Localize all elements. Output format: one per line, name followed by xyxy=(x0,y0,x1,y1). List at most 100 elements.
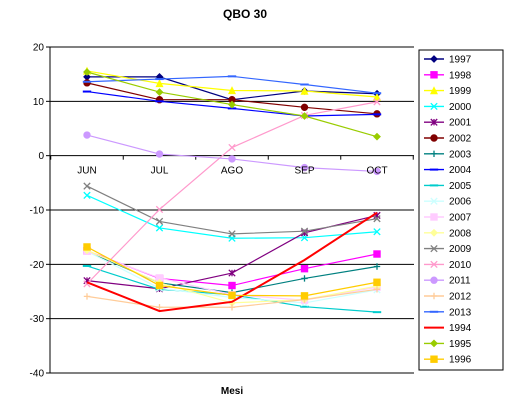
legend-item: 2013 xyxy=(424,307,472,318)
legend-box xyxy=(418,49,504,371)
data-point xyxy=(228,155,236,163)
x-tick-labels: JUN JUL AGO SEP OCT xyxy=(77,166,387,177)
series-lines xyxy=(82,66,382,314)
legend-item: 1999 xyxy=(424,86,472,97)
legend-marker xyxy=(430,339,438,348)
y-tick-label: 0 xyxy=(38,151,44,162)
legend-item: 1994 xyxy=(424,323,472,334)
legend-label: 2002 xyxy=(449,134,472,145)
legend-marker xyxy=(430,118,438,126)
legend-item: 2001 xyxy=(424,118,472,129)
data-point xyxy=(373,132,381,141)
data-point xyxy=(228,230,236,238)
data-point xyxy=(83,68,91,76)
legend: 1997 1998 1999 2000 2001 2002 2003 2004 2005 2006… xyxy=(418,49,504,371)
data-point xyxy=(300,163,309,172)
legend-marker xyxy=(430,150,438,157)
data-point xyxy=(155,150,164,158)
data-point xyxy=(83,191,91,199)
x-axis-label: Mesi xyxy=(221,386,243,397)
x-tick-label: AGO xyxy=(221,166,243,177)
data-point xyxy=(83,280,91,288)
legend-item: 2011 xyxy=(424,276,471,287)
legend-marker xyxy=(430,134,438,142)
legend-marker xyxy=(430,260,438,269)
series-1994 xyxy=(86,211,378,313)
legend-item: 2012 xyxy=(424,292,472,303)
data-point xyxy=(373,228,381,236)
legend-label: 1999 xyxy=(449,86,472,97)
series-2013 xyxy=(82,75,382,95)
series-2012 xyxy=(83,286,381,311)
legend-label: 2011 xyxy=(449,276,471,287)
series-line xyxy=(86,101,378,285)
legend-item: 2008 xyxy=(424,228,472,239)
legend-marker xyxy=(430,276,438,284)
legend-item: 2000 xyxy=(424,102,472,113)
legend-marker xyxy=(430,71,438,79)
x-tick-label: OCT xyxy=(366,166,387,177)
data-point xyxy=(228,291,236,300)
data-point xyxy=(83,182,91,190)
legend-label: 2005 xyxy=(449,181,472,192)
data-point xyxy=(300,112,309,120)
legend-label: 1996 xyxy=(449,355,472,366)
data-point xyxy=(227,86,237,95)
data-point xyxy=(155,224,164,232)
series-2009 xyxy=(83,182,381,238)
legend-item: 1997 xyxy=(424,55,472,66)
y-tick-label: 10 xyxy=(33,97,45,108)
data-point xyxy=(300,292,309,300)
data-point xyxy=(155,88,164,97)
legend-label: 2010 xyxy=(449,260,472,271)
data-point xyxy=(300,103,309,112)
data-point xyxy=(228,143,236,152)
series-1995 xyxy=(83,68,381,141)
data-point xyxy=(228,100,236,109)
data-point xyxy=(228,269,236,277)
legend-item: 2002 xyxy=(424,134,472,145)
legend-item: 2007 xyxy=(424,213,472,224)
legend-label: 2008 xyxy=(449,228,472,239)
legend-label: 2006 xyxy=(449,197,472,208)
legend-item: 2010 xyxy=(424,260,472,271)
legend-item: 1996 xyxy=(424,355,472,366)
data-point xyxy=(156,304,163,311)
data-point xyxy=(373,278,381,286)
series-1996 xyxy=(83,243,381,300)
legend-marker xyxy=(430,55,438,63)
data-point xyxy=(228,281,236,290)
legend-marker xyxy=(430,197,438,205)
y-tick-label: 20 xyxy=(33,43,45,54)
legend-label: 2007 xyxy=(449,213,472,224)
x-tick-label: SEP xyxy=(294,166,314,177)
series-2011 xyxy=(83,131,381,176)
legend-marker xyxy=(430,213,438,221)
legend-marker xyxy=(430,244,438,253)
legend-marker xyxy=(430,102,438,111)
data-point xyxy=(373,215,381,223)
data-point xyxy=(83,293,91,300)
legend-item: 2003 xyxy=(424,149,472,160)
legend-label: 1997 xyxy=(449,55,472,66)
legend-marker xyxy=(430,355,438,363)
data-point xyxy=(300,227,309,235)
legend-label: 2003 xyxy=(449,149,472,160)
data-point xyxy=(155,217,164,226)
data-point xyxy=(83,131,91,139)
legend-marker xyxy=(430,292,438,300)
data-point xyxy=(155,79,164,88)
series-2002 xyxy=(83,79,381,118)
y-tick-labels: 20 10 0 -10 -20 -30 -40 xyxy=(30,43,45,380)
data-point xyxy=(301,275,308,282)
data-point xyxy=(373,98,381,106)
legend-item: 1998 xyxy=(424,70,472,81)
y-tick-label: -20 xyxy=(30,260,45,271)
legend-item: 2005 xyxy=(424,181,472,192)
data-point xyxy=(155,205,164,214)
grid-lines xyxy=(46,46,414,374)
data-point xyxy=(373,263,381,270)
legend-label: 1994 xyxy=(449,323,472,334)
legend-item: 2009 xyxy=(424,244,472,255)
